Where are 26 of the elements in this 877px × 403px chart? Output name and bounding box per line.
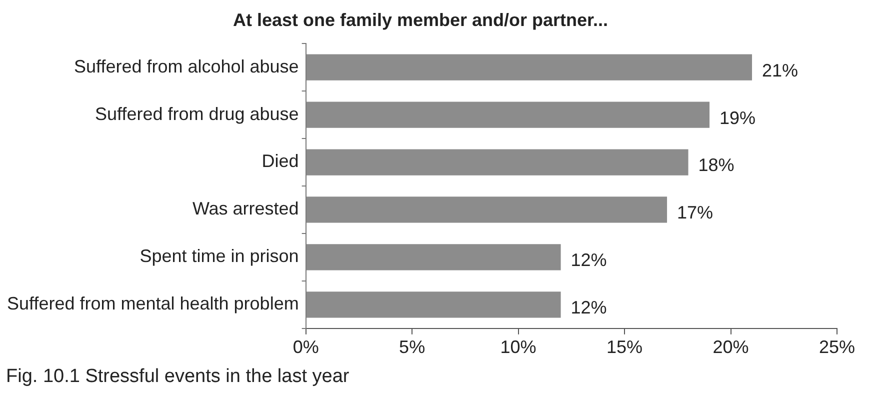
x-tick-label: 0% <box>292 337 319 358</box>
y-tick-label: Died <box>262 151 299 172</box>
bar <box>306 292 561 318</box>
x-tick-label: 25% <box>818 337 856 358</box>
y-tick-label: Suffered from mental health problem <box>6 294 299 314</box>
y-tick-label: Was arrested <box>192 198 299 219</box>
caption: Fig. 10.1 Stressful events in the last year <box>6 366 350 388</box>
y-tick-label: Suffered from drug abuse <box>95 104 299 124</box>
x-tick-label: 20% <box>712 337 749 358</box>
y-tick-label: Spent time in prison <box>140 246 299 266</box>
data-label: 18% <box>698 155 734 176</box>
bar <box>306 149 688 176</box>
bar <box>306 244 561 270</box>
chart-title: At least one family member and/or partner... <box>232 10 608 30</box>
x-tick-label: 10% <box>500 337 536 358</box>
data-label: 12% <box>570 298 607 318</box>
x-tick-label: 5% <box>399 337 426 358</box>
data-label: 21% <box>762 60 798 80</box>
x-tick-label: 15% <box>606 337 643 358</box>
data-label: 19% <box>720 108 756 128</box>
bar <box>306 102 710 128</box>
bar <box>306 54 752 80</box>
data-label: 12% <box>570 250 607 270</box>
bar <box>306 196 668 223</box>
y-tick-label: Suffered from alcohol abuse <box>74 56 299 76</box>
data-label: 17% <box>677 202 714 223</box>
